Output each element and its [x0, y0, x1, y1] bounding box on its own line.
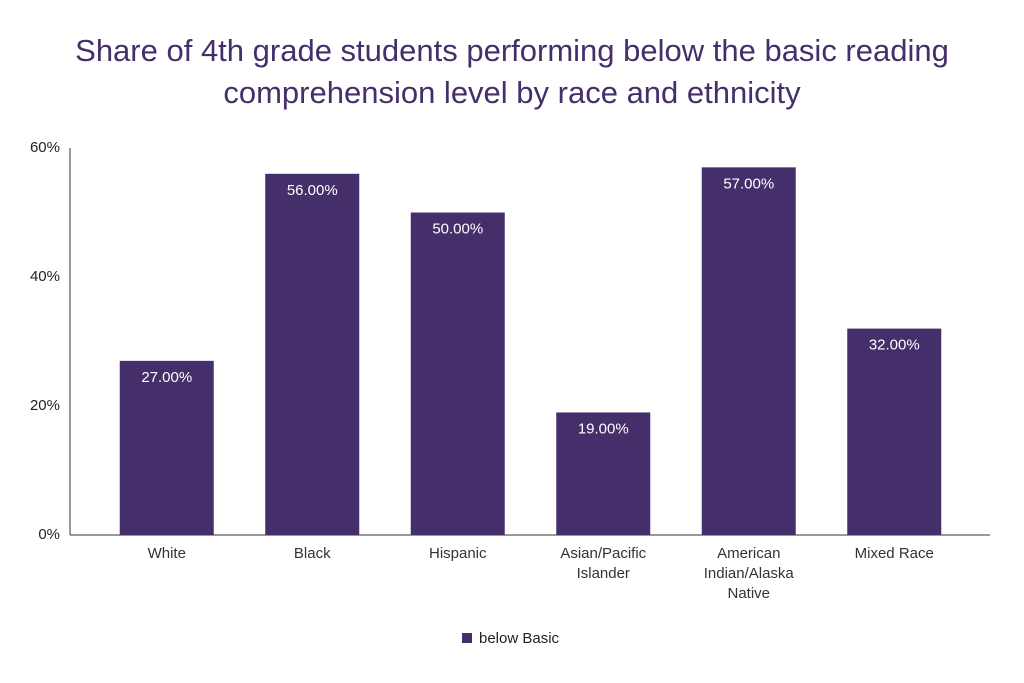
y-tick-label: 0%	[38, 526, 60, 543]
bar	[556, 412, 651, 535]
x-tick-label: American Indian/Alaska Native	[703, 545, 794, 602]
bar	[701, 167, 796, 535]
x-tick-label: Black	[293, 545, 331, 562]
y-tick-label: 40%	[30, 268, 60, 285]
legend-swatch	[462, 633, 472, 643]
value-label: 57.00%	[723, 175, 774, 192]
x-tick-label: Asian/Pacific Islander	[560, 545, 647, 582]
y-tick-label: 20%	[30, 397, 60, 414]
chart-title: Share of 4th grade students performing b…	[75, 33, 949, 110]
bar	[847, 328, 942, 535]
bar	[119, 360, 214, 535]
x-tick-label: Mixed Race	[854, 545, 934, 562]
bar	[410, 212, 505, 535]
x-tick-label: Hispanic	[428, 545, 487, 562]
bar	[265, 173, 360, 536]
value-label: 50.00%	[432, 220, 483, 237]
legend-label: below Basic	[479, 630, 560, 647]
value-label: 32.00%	[869, 337, 920, 354]
y-tick-label: 60%	[30, 139, 60, 156]
value-label: 19.00%	[578, 420, 629, 437]
value-label: 56.00%	[287, 182, 338, 199]
value-label: 27.00%	[141, 369, 192, 386]
x-tick-label: White	[147, 545, 186, 562]
